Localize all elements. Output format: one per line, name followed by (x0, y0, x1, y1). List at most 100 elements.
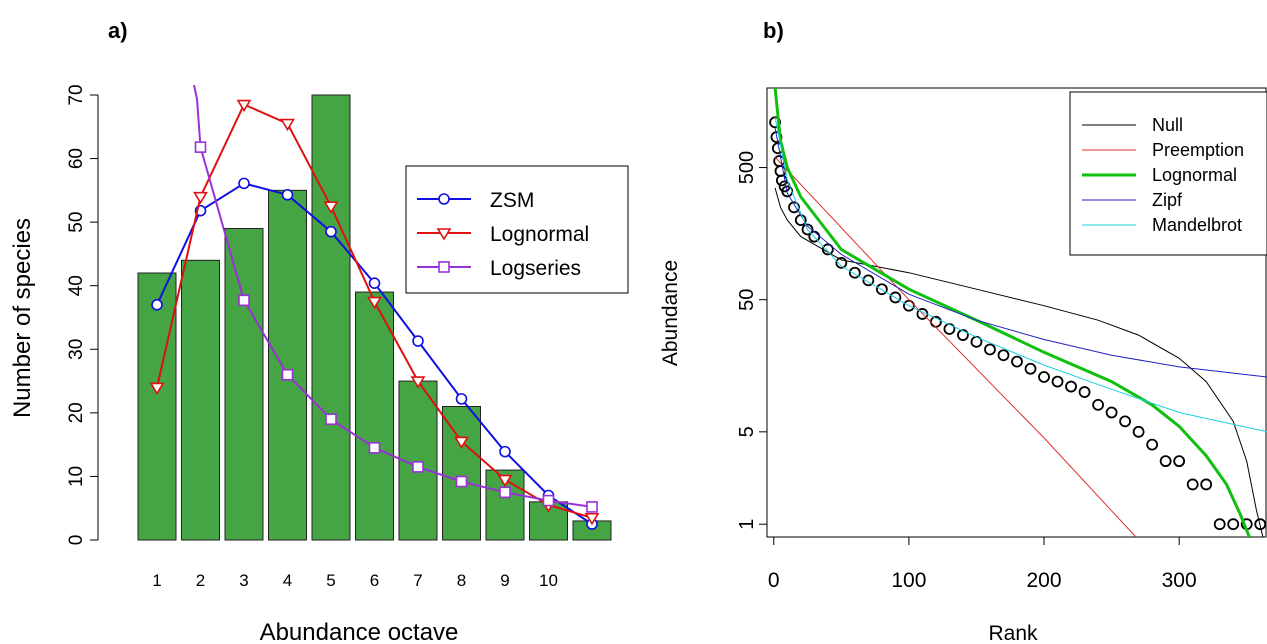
legend-marker (436, 228, 452, 241)
series-null (774, 187, 1264, 537)
observed-point (1213, 518, 1226, 531)
series-lognormal (773, 88, 1251, 537)
observed-point (943, 323, 956, 335)
bar (355, 291, 394, 541)
series-logseries (193, 85, 598, 513)
series-marker (193, 191, 208, 205)
observed-point (1038, 371, 1050, 383)
legend-label: Preemption (1152, 140, 1244, 160)
y-tick-label: 10 (66, 466, 87, 487)
legend-a: ZSM Lognormal Logseries (405, 165, 629, 294)
series-line (193, 85, 593, 508)
bar (181, 259, 220, 541)
series-preemption (774, 156, 1137, 537)
y-tick-label: 60 (66, 148, 87, 169)
observed-point (902, 299, 915, 312)
observed-point (1078, 386, 1091, 398)
series-marker (151, 298, 163, 311)
series-mandelbrot (774, 117, 1267, 433)
y-tick-label: 5 (736, 426, 758, 437)
x-tick-label: 2 (196, 571, 205, 590)
y-axis-label: Number of species (9, 218, 36, 418)
observed-point (875, 283, 888, 296)
y-tick-label: 30 (66, 339, 87, 360)
series-marker (281, 189, 294, 201)
series-marker (410, 376, 426, 389)
y-tick-label: 70 (66, 84, 87, 105)
x-tick-label: 7 (413, 571, 422, 590)
legend-marker (438, 193, 450, 205)
series-marker (586, 501, 598, 513)
legend-label: ZSM (490, 189, 534, 212)
observed-point (1065, 380, 1077, 393)
observed-point (1051, 375, 1064, 388)
bar (442, 406, 481, 541)
plot-frame (766, 87, 1267, 538)
observed-point (1173, 455, 1186, 468)
legend-b: Null Preemption Lognormal Zipf Mandelbrot (1069, 91, 1267, 256)
bar (268, 189, 307, 541)
y-tick-label: 1 (736, 519, 758, 530)
legend-label: Null (1152, 115, 1183, 135)
legend-marker (438, 261, 450, 273)
series-marker (497, 474, 513, 488)
x-tick-label: 100 (891, 569, 926, 592)
chart-b: 0 100 200 300 Rank 1 5 50 500 Abundance Null Preemp… (659, 87, 1267, 644)
panel-b-label: b) (763, 18, 784, 43)
bar (224, 228, 264, 541)
series-marker (499, 445, 511, 458)
series-marker (584, 512, 600, 526)
x-tick-label: 5 (326, 571, 335, 590)
observed-point (1146, 438, 1159, 451)
y-tick-label: 0 (66, 535, 87, 546)
series-marker (455, 393, 468, 405)
series-marker (149, 382, 165, 395)
observed-point (889, 291, 902, 304)
observed-point (1119, 415, 1132, 428)
series-marker (280, 118, 295, 132)
series-marker (323, 201, 339, 214)
observed-point (1024, 362, 1037, 375)
x-tick-label: 0 (768, 569, 780, 592)
series-marker (238, 177, 250, 190)
x-tick-label: 8 (457, 571, 466, 590)
series-marker (368, 277, 381, 289)
x-tick-label: 4 (283, 571, 292, 590)
series-marker (542, 494, 555, 507)
observed-point (862, 274, 875, 287)
observed-point (801, 223, 814, 236)
series-marker (236, 99, 252, 113)
legend-label: Zipf (1152, 190, 1183, 210)
chart-a: 0 10 20 30 40 50 60 70 Number of species 1 2 3 4 5 6 7 8… (9, 84, 629, 644)
observed-point (848, 266, 861, 279)
x-axis-label: Abundance octave (260, 619, 459, 644)
x-tick-label: 6 (370, 571, 379, 590)
observed-point (1200, 478, 1213, 491)
series-marker (368, 442, 381, 454)
x-tick-label: 1 (152, 571, 161, 590)
y-axis-label: Abundance (659, 260, 682, 366)
plot-b-area (769, 88, 1267, 537)
legend-label: Lognormal (490, 223, 589, 246)
series-zsm (151, 177, 598, 530)
series-marker (281, 368, 294, 381)
observed-point (1227, 518, 1240, 531)
observed-point (1254, 518, 1267, 531)
observed-point (957, 329, 969, 341)
series-marker (412, 335, 424, 347)
series-marker (454, 436, 469, 450)
y-tick-label: 50 (736, 289, 758, 311)
series-marker (194, 141, 207, 153)
panel-a-label: a) (108, 18, 128, 43)
series-marker (325, 225, 337, 238)
x-tick-label: 200 (1027, 569, 1062, 592)
series-zipf (774, 127, 1267, 378)
series-marker (412, 461, 424, 473)
series-marker (455, 475, 468, 488)
observed-point (788, 201, 800, 214)
y-tick-label: 50 (66, 212, 87, 233)
observed-point (1159, 455, 1172, 468)
x-tick-label: 300 (1162, 569, 1197, 592)
series-marker (499, 486, 511, 499)
legend-label: Logseries (490, 257, 581, 280)
